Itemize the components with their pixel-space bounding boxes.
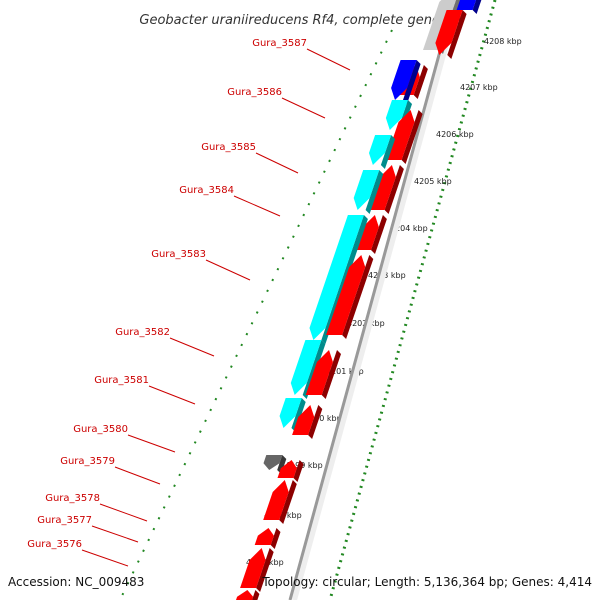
gene-red-3582[interactable]: [305, 350, 341, 399]
gene-red-3583b[interactable]: [326, 255, 374, 339]
gene-label[interactable]: Gura_3579: [60, 456, 115, 467]
gene-cyan-3583[interactable]: [309, 215, 368, 344]
tick-label: 4200 kbp: [304, 414, 342, 423]
gene-red-3581[interactable]: [292, 405, 323, 439]
gene-red-3585[interactable]: [385, 110, 423, 164]
gene-blue-top[interactable]: [456, 0, 484, 14]
tick-label: 4207 kbp: [460, 83, 498, 92]
gene-label[interactable]: Gura_3583: [151, 249, 206, 260]
gene-red-bottom[interactable]: [234, 590, 260, 600]
gene-cyan-3581[interactable]: [279, 398, 306, 432]
gene-label[interactable]: Gura_3584: [179, 185, 234, 196]
gene-label[interactable]: Gura_3578: [45, 493, 100, 504]
gene-label[interactable]: Gura_3582: [115, 327, 170, 338]
tick-label: 4204 kbp: [390, 224, 428, 233]
gene-red-3579[interactable]: [277, 460, 304, 482]
gene-red-3576[interactable]: [240, 548, 274, 592]
gene-cyan-3582[interactable]: [290, 340, 326, 399]
accession-text: Accession: NC_009483: [8, 575, 144, 589]
tick-label: 4203 kbp: [368, 271, 406, 280]
gene-label[interactable]: Gura_3581: [94, 375, 149, 386]
tick-label: 4199 kbp: [285, 461, 323, 470]
gene-label[interactable]: Gura_3586: [227, 87, 282, 98]
tick-label: 4205 kbp: [414, 177, 452, 186]
gene-gray-3580[interactable]: [263, 455, 287, 474]
gene-blue-3587[interactable]: [391, 60, 421, 104]
gene-track: [234, 0, 484, 600]
gene-label[interactable]: Gura_3580: [73, 424, 128, 435]
gene-label[interactable]: Gura_3587: [252, 38, 307, 49]
gene-labels: Gura_3587 Gura_3586 Gura_3585 Gura_3584 Gura…: [27, 38, 351, 567]
gene-red-3583a[interactable]: [355, 215, 387, 254]
gene-cyan-3585[interactable]: [368, 135, 396, 169]
tick-label: 4208 kbp: [484, 37, 522, 46]
gene-red-3578[interactable]: [263, 480, 297, 524]
map-title: Geobacter uraniireducens Rf4, complete g…: [139, 13, 460, 28]
gene-label[interactable]: Gura_3576: [27, 539, 82, 550]
tick-label: 4201 kbp: [326, 367, 364, 376]
gene-red-top[interactable]: [435, 10, 467, 59]
tick-label: 4206 kbp: [436, 130, 474, 139]
gene-red-3584[interactable]: [368, 165, 404, 214]
genome-backbone: [288, 0, 461, 600]
gene-red-3577[interactable]: [254, 528, 281, 549]
gene-cyan-3584[interactable]: [353, 170, 384, 214]
gene-label[interactable]: Gura_3585: [201, 142, 256, 153]
gene-label[interactable]: Gura_3577: [37, 515, 92, 526]
topology-text: Topology: circular; Length: 5,136,364 bp…: [261, 575, 592, 589]
